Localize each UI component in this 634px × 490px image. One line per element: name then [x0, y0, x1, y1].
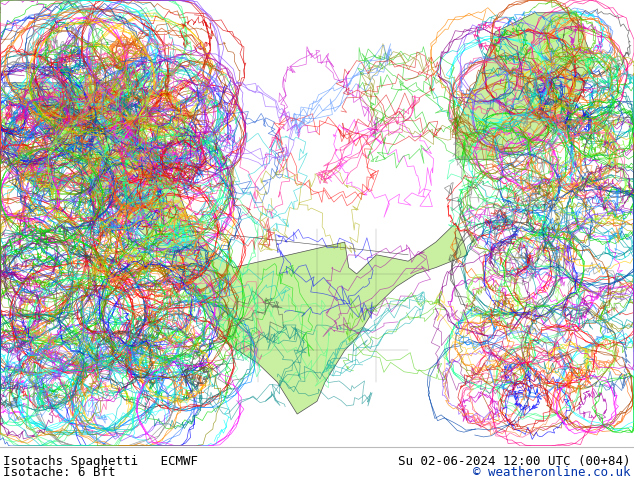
- Text: Su 02-06-2024 12:00 UTC (00+84): Su 02-06-2024 12:00 UTC (00+84): [398, 455, 631, 468]
- Polygon shape: [8, 127, 127, 197]
- Text: Isotache: 6 Bft: Isotache: 6 Bft: [3, 466, 115, 479]
- Polygon shape: [456, 13, 595, 159]
- Text: Isotachs Spaghetti   ECMWF: Isotachs Spaghetti ECMWF: [3, 455, 198, 468]
- Polygon shape: [8, 83, 467, 414]
- Text: © weatheronline.co.uk: © weatheronline.co.uk: [474, 466, 631, 479]
